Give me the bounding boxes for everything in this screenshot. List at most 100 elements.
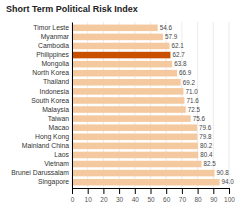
title: Short Term Political Risk Index bbox=[6, 4, 138, 14]
tick: South Korea bbox=[31, 97, 72, 104]
tick: Malaysia bbox=[42, 106, 72, 114]
tick: Philippines bbox=[36, 51, 72, 59]
data-label: 94.0 bbox=[222, 178, 235, 185]
tick: 20 bbox=[100, 188, 108, 203]
tick-mark bbox=[119, 188, 120, 194]
bar bbox=[72, 34, 163, 41]
data-labels: 94.090.882.580.480.279.879.675.672.571.6… bbox=[160, 24, 235, 185]
tick-label: Cambodia bbox=[38, 42, 69, 49]
data-label: 90.8 bbox=[217, 169, 230, 176]
bar bbox=[72, 124, 197, 131]
grid-line bbox=[72, 22, 73, 188]
data-label: 80.2 bbox=[200, 142, 213, 149]
tick: Macao bbox=[49, 124, 72, 131]
tick: Singapore bbox=[38, 178, 72, 186]
tick-label: North Korea bbox=[32, 69, 69, 76]
tick-mark bbox=[213, 188, 214, 194]
x-axis: 0102030405060708090100 bbox=[71, 188, 236, 203]
data-label: 57.9 bbox=[165, 33, 178, 40]
bar bbox=[72, 79, 181, 86]
data-label: 54.6 bbox=[160, 24, 173, 31]
tick-label: Timor Leste bbox=[33, 24, 69, 31]
data-label: 82.5 bbox=[204, 160, 217, 167]
data-label: 62.1 bbox=[171, 42, 184, 49]
tick-label: Thailand bbox=[43, 78, 69, 85]
tick: Laos bbox=[54, 151, 72, 158]
tick: 30 bbox=[116, 188, 124, 203]
bar bbox=[72, 115, 191, 122]
chart: Short Term Political Risk Index 0 10 20 30 40… bbox=[0, 0, 247, 204]
tick-label: Singapore bbox=[38, 178, 69, 186]
tick-label: Indonesia bbox=[40, 88, 70, 95]
tick: Vietnam bbox=[44, 160, 72, 167]
tick: Taiwan bbox=[48, 115, 72, 122]
data-label: 79.6 bbox=[199, 124, 212, 131]
tick-label: Taiwan bbox=[48, 115, 69, 122]
bar bbox=[72, 170, 215, 177]
tick-label: Hong Kong bbox=[35, 133, 69, 141]
tick-label: 80 bbox=[194, 196, 202, 203]
bar bbox=[72, 70, 177, 77]
tick-label: 0 bbox=[71, 196, 75, 203]
tick: Cambodia bbox=[38, 42, 72, 49]
tick-label: 90 bbox=[210, 196, 218, 203]
bars bbox=[72, 25, 220, 186]
tick-label: 70 bbox=[179, 196, 187, 203]
data-label: 80.4 bbox=[200, 151, 213, 158]
tick-label: 30 bbox=[116, 196, 124, 203]
tick: Thailand bbox=[43, 78, 72, 85]
bar bbox=[72, 52, 170, 59]
tick-mark bbox=[135, 188, 136, 194]
tick-label: 50 bbox=[147, 196, 155, 203]
tick: 50 bbox=[147, 188, 155, 203]
bar bbox=[72, 143, 198, 150]
tick-label: 10 bbox=[85, 196, 93, 203]
tick: 60 bbox=[163, 188, 171, 203]
tick: 90 bbox=[210, 188, 218, 203]
tick-label: 20 bbox=[100, 196, 108, 203]
tick: 80 bbox=[194, 188, 202, 203]
tick: Indonesia bbox=[40, 88, 72, 95]
tick: 10 bbox=[85, 188, 93, 203]
y-axis: Singapore Brunei Darussalam Vietnam Laos Mai… bbox=[11, 23, 72, 189]
tick: Mongolia bbox=[41, 60, 72, 68]
data-label: 66.9 bbox=[179, 69, 192, 76]
bar bbox=[72, 179, 220, 186]
bar bbox=[72, 161, 202, 168]
tick-mark bbox=[72, 188, 73, 194]
tick-label: Mongolia bbox=[41, 60, 69, 68]
bar bbox=[72, 106, 186, 113]
tick: 0 bbox=[71, 188, 75, 203]
data-label: 63.8 bbox=[174, 60, 187, 67]
bar bbox=[72, 97, 184, 104]
grid-line bbox=[229, 22, 230, 188]
tick: Brunei Darussalam bbox=[11, 169, 72, 176]
grid bbox=[72, 22, 229, 188]
tick-mark bbox=[198, 188, 199, 194]
tick: Timor Leste bbox=[33, 24, 72, 31]
tick-label: Brunei Darussalam bbox=[11, 169, 69, 176]
data-label: 69.2 bbox=[183, 79, 196, 86]
tick: Myanmar bbox=[41, 33, 72, 41]
tick-label: 60 bbox=[163, 196, 171, 203]
tick-label: Myanmar bbox=[41, 33, 70, 41]
bar bbox=[72, 88, 183, 95]
tick-label: 40 bbox=[132, 196, 140, 203]
axis-line bbox=[72, 23, 73, 189]
tick-label: Malaysia bbox=[42, 106, 69, 114]
tick-mark bbox=[166, 188, 167, 194]
tick: 40 bbox=[132, 188, 140, 203]
data-label: 79.8 bbox=[199, 133, 212, 140]
tick-mark bbox=[151, 188, 152, 194]
tick-label: Philippines bbox=[36, 51, 69, 59]
tick-mark bbox=[182, 188, 183, 194]
tick-label: South Korea bbox=[31, 97, 69, 104]
bar bbox=[72, 43, 169, 50]
tick: Mainland China bbox=[22, 142, 72, 149]
data-label: 62.7 bbox=[172, 51, 185, 58]
tick: 70 bbox=[179, 188, 187, 203]
data-label: 75.6 bbox=[193, 115, 206, 122]
data-label: 72.5 bbox=[188, 106, 201, 113]
tick: North Korea bbox=[32, 69, 72, 76]
tick-label: Vietnam bbox=[44, 160, 69, 167]
